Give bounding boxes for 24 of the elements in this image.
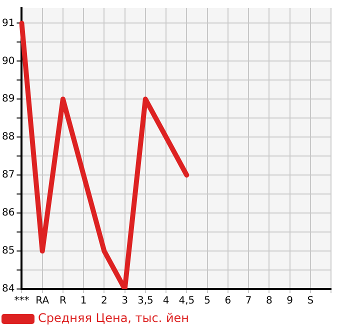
x-tick-label: RA	[36, 296, 50, 307]
x-tick-label: R	[59, 296, 66, 307]
x-tick-label: 4,5	[178, 296, 195, 307]
y-tick-label: 90	[2, 56, 15, 67]
y-tick-label: 89	[2, 94, 15, 105]
y-tick-label: 88	[2, 132, 15, 143]
x-tick-label: 4	[162, 296, 170, 307]
x-tick-label: S	[307, 296, 314, 307]
x-tick-label: 1	[80, 296, 87, 307]
x-tick-label: 2	[101, 296, 108, 307]
y-tick-label: 86	[2, 208, 15, 219]
y-tick-label: 91	[2, 18, 15, 29]
x-tick-label: 5	[204, 296, 210, 307]
legend-label: Средняя Цена, тыс. йен	[38, 311, 190, 326]
x-tick-label: 3	[122, 296, 128, 307]
y-tick-label: 85	[2, 246, 15, 257]
x-tick-label: ***	[14, 296, 30, 307]
x-tick-label: 6	[224, 296, 232, 307]
x-tick-label: 3,5	[137, 296, 154, 307]
x-tick-label: 8	[266, 296, 272, 307]
y-tick-label: 87	[2, 170, 15, 181]
x-tick-label: 7	[245, 296, 252, 307]
y-tick-label: 84	[2, 284, 15, 295]
x-tick-label: 9	[286, 296, 293, 307]
